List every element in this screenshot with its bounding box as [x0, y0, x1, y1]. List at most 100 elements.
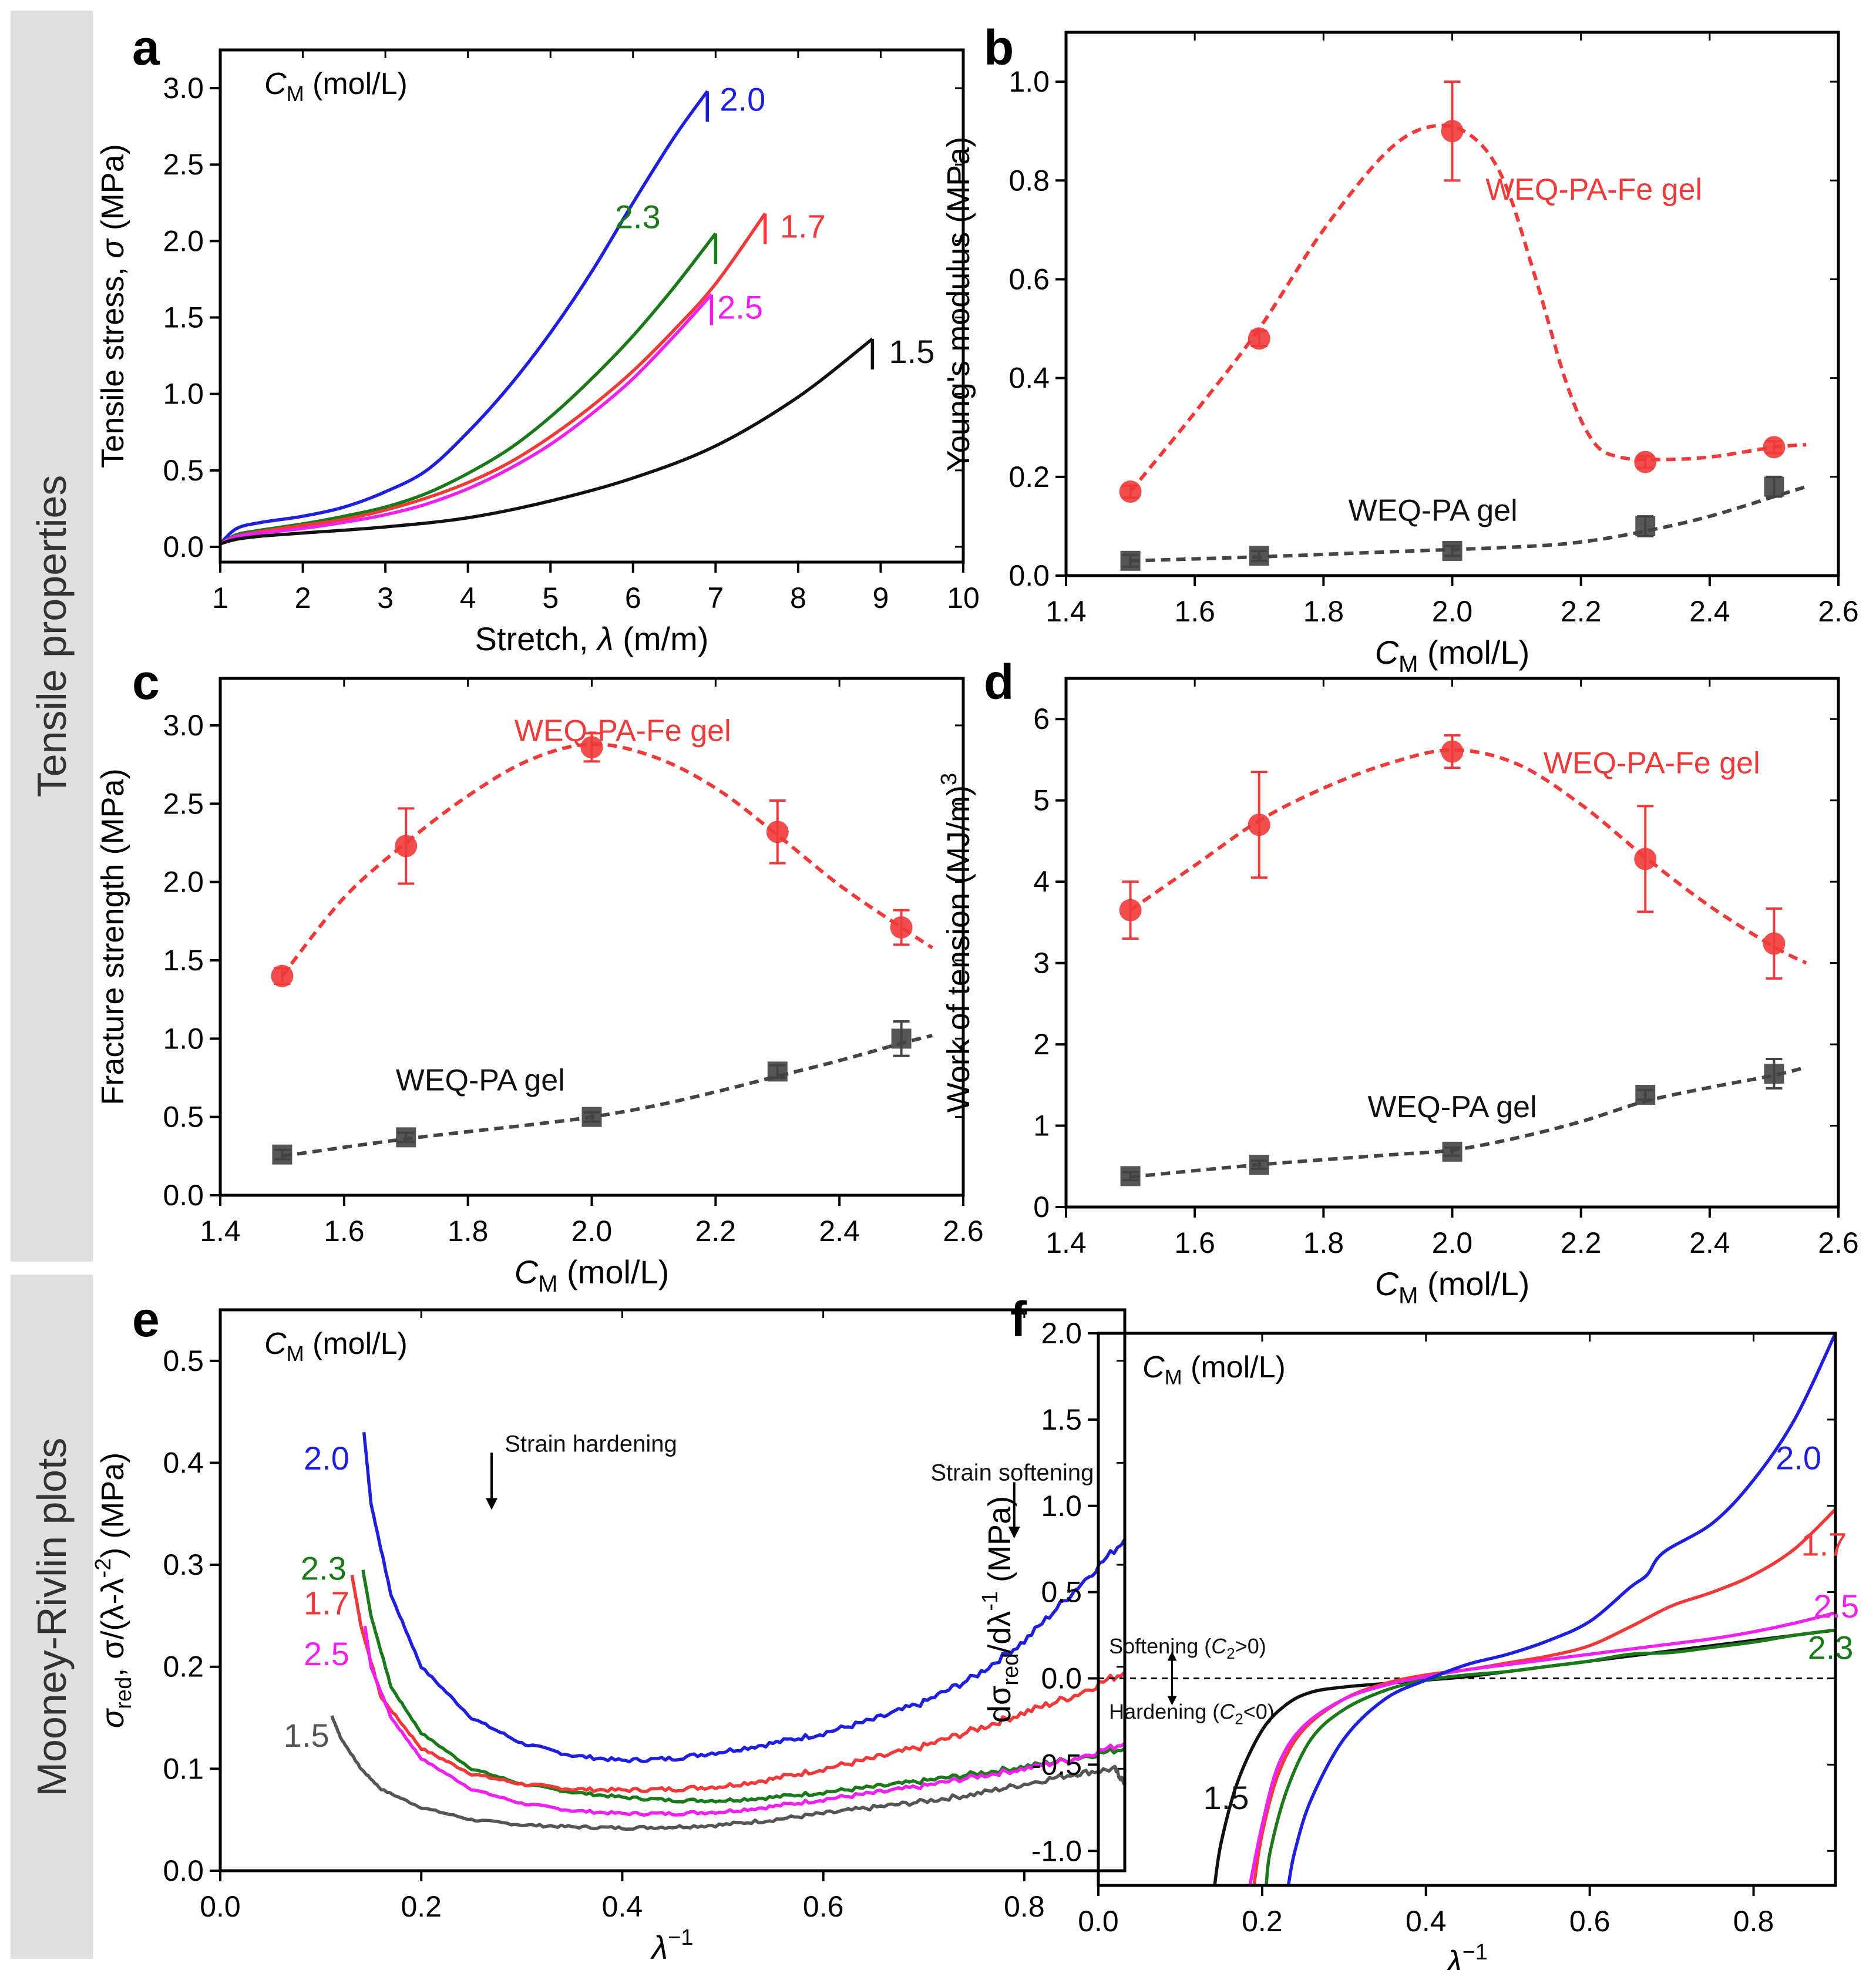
x-tick-label-d: 2.6: [1818, 1226, 1859, 1259]
x-tick-label-a: 6: [625, 581, 641, 614]
annotation-arrowhead: [486, 1498, 497, 1510]
curve-label-a: 1.7: [780, 207, 826, 244]
data-point: [1442, 540, 1463, 561]
series-line-f-2.3: [1265, 1628, 1835, 1885]
y-tick-label-a: 1.5: [163, 301, 204, 334]
data-point: [1635, 1084, 1656, 1105]
y-tick-label-a: 1.0: [163, 378, 204, 411]
data-point: [1120, 550, 1141, 571]
chart-e: e 0.0 0.2 0.4 0.6 0.8 0.0 0.1 0.2 0.3 0.4 0.5 2.0 2.3…: [91, 1292, 1127, 1966]
y-tick-label-a: 2.0: [163, 224, 204, 257]
x-tick-label-d: 2.4: [1689, 1226, 1730, 1259]
annotation-c: WEQ-PA gel: [396, 1063, 565, 1097]
curve-label-f: 1.5: [1203, 1779, 1249, 1816]
plot-frame-a: [218, 48, 965, 564]
x-tick-label-b: 2.0: [1432, 595, 1473, 628]
data-point: [1248, 813, 1270, 836]
y-tick-label-e: 0.4: [163, 1446, 204, 1479]
x-axis-label-a: Stretch, λ (m/m): [475, 620, 709, 657]
y-tick-label-c: 1.5: [163, 944, 204, 977]
x-tick-label-f: 0.6: [1569, 1905, 1611, 1938]
y-tick-label-b: 0.4: [1008, 362, 1050, 395]
series-line-a-1.7: [220, 212, 766, 546]
data-point: [1635, 516, 1656, 536]
x-tick-label-a: 5: [542, 581, 559, 614]
x-tick-label-d: 2.0: [1432, 1226, 1473, 1259]
panel-label-c: c: [132, 654, 160, 710]
series-group-d: [1119, 734, 1807, 1186]
x-tick-label-a: 7: [707, 581, 724, 614]
curve-label-e: 1.5: [284, 1717, 330, 1754]
plot-frame-d: [1064, 677, 1840, 1209]
annotation-f: Hardening (C2<0): [1109, 1699, 1275, 1727]
panel-label-e: e: [132, 1292, 160, 1347]
data-point: [1634, 451, 1657, 473]
panel-label-d: d: [984, 654, 1014, 710]
fit-line-c-0: [281, 742, 933, 977]
y-axis-label-d: Work of tension (MJ/m)3: [937, 773, 976, 1112]
x-tick-label-d: 1.6: [1174, 1226, 1215, 1259]
curve-label-a: 2.3: [615, 199, 661, 236]
x-tick-label-c: 2.6: [943, 1215, 984, 1248]
x-tick-label-b: 2.2: [1561, 595, 1602, 628]
x-tick-label-f: 0.0: [1078, 1905, 1119, 1938]
series-line-e-1.7: [350, 1575, 1125, 1794]
annotation-d: WEQ-PA-Fe gel: [1544, 746, 1760, 780]
y-tick-label-f: 2.0: [1041, 1317, 1082, 1350]
x-tick-label-a: 4: [460, 581, 476, 614]
series-line-f-2.0: [1286, 1333, 1835, 1885]
x-axis-label-b: CM (mol/L): [1375, 634, 1530, 677]
curve-label-e: 2.5: [304, 1635, 349, 1672]
curve-label-e: 2.0: [304, 1440, 349, 1477]
data-point: [1249, 1155, 1269, 1175]
annotation-e: Strain hardening: [505, 1431, 677, 1457]
y-tick-label-a: 0.5: [163, 454, 204, 487]
data-point: [581, 1107, 602, 1127]
y-tick-label-f: 0.0: [1041, 1662, 1082, 1695]
data-point: [1764, 476, 1784, 497]
x-tick-label-e: 0.0: [200, 1890, 241, 1923]
curve-label-a: 2.0: [720, 80, 765, 117]
x-tick-label-a: 3: [377, 581, 394, 614]
series-group-c: [271, 732, 933, 1165]
data-point: [271, 964, 294, 987]
series-line-a-2.5: [220, 293, 713, 546]
series-group-b: [1119, 80, 1807, 571]
curve-label-a: 2.5: [717, 288, 763, 325]
series-group-a: [220, 90, 875, 546]
chart-a: a 1 2 3 4 5 6 7 8 9 10 0.0 0.5 1.0 1.5 2.0 2.5 3.0 2.0 2.3 1…: [95, 20, 980, 657]
x-tick-label-d: 1.8: [1303, 1226, 1344, 1259]
x-tick-label-b: 1.8: [1303, 595, 1344, 628]
y-axis-label-e: σred, σ/(λ-λ-2) (MPa): [91, 1453, 136, 1729]
fit-line-c-1: [281, 1034, 933, 1158]
x-tick-label-e: 0.4: [602, 1890, 643, 1923]
x-axis-label-c: CM (mol/L): [515, 1253, 670, 1297]
x-axis-label-e: λ−1: [650, 1925, 694, 1966]
x-axis-label-d: CM (mol/L): [1375, 1265, 1530, 1309]
curve-label-f: 2.0: [1776, 1440, 1821, 1477]
fit-line-b-1: [1130, 485, 1807, 563]
annotation-b: WEQ-PA gel: [1349, 494, 1518, 528]
x-tick-label-d: 2.2: [1561, 1226, 1602, 1259]
y-axis-label-c: Fracture strength (MPa): [95, 768, 130, 1105]
y-tick-label-c: 2.0: [163, 866, 204, 899]
chart-b: b 1.4 1.6 1.8 2.0 2.2 2.4 2.6 0.0 0.2 0.4 0.6 0.8 1.0…: [941, 20, 1859, 677]
y-tick-label-d: 3: [1033, 947, 1050, 980]
y-tick-label-e: 0.5: [163, 1344, 204, 1377]
y-tick-label-d: 0: [1033, 1191, 1050, 1223]
series-line-e-2.0: [362, 1432, 1125, 1764]
series-group-f: [1213, 1333, 1835, 1885]
x-tick-label-a: 8: [790, 581, 806, 614]
plot-frame-e: [218, 1308, 1127, 1872]
x-tick-label-d: 1.4: [1045, 1226, 1087, 1259]
annotation-e: Strain softening: [930, 1460, 1094, 1485]
plot-frame-f: [1097, 1332, 1837, 1887]
y-tick-label-c: 2.5: [163, 787, 204, 820]
curve-label-f: 2.5: [1813, 1588, 1859, 1625]
data-point: [1119, 899, 1142, 922]
legend-title-e: CM (mol/L): [264, 1327, 408, 1366]
curve-label-f: 1.7: [1801, 1525, 1847, 1562]
y-tick-label-c: 0.5: [163, 1101, 204, 1134]
x-tick-label-a: 2: [295, 581, 311, 614]
series-line-a-2.3: [220, 232, 717, 546]
